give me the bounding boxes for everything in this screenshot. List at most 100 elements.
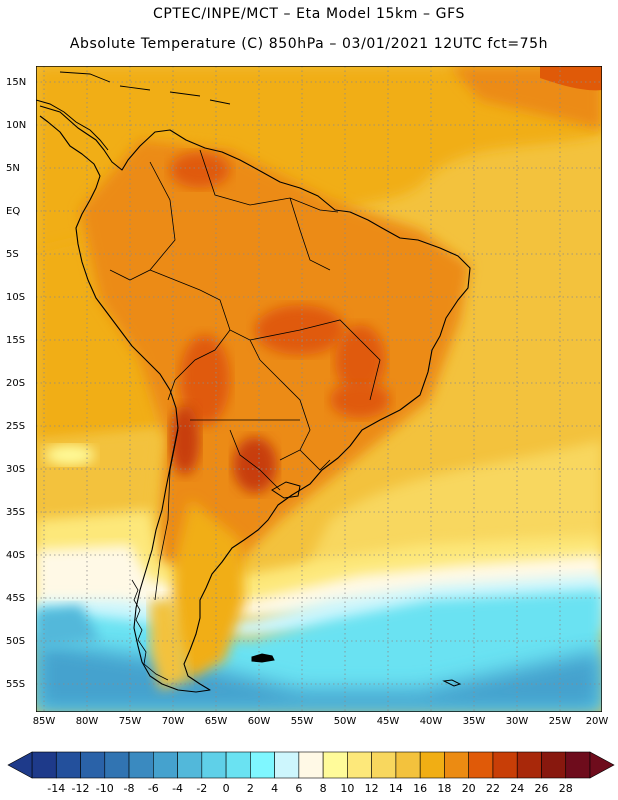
country-borders (109, 149, 381, 601)
colorbar-swatch (541, 751, 567, 779)
colorbar-label: 24 (510, 782, 525, 795)
colorbar-label: 18 (437, 782, 452, 795)
colorbar-label: 20 (461, 782, 476, 795)
colorbar-swatch (153, 751, 178, 779)
lon-label: 50W (333, 716, 357, 727)
colorbar-swatch (395, 751, 421, 779)
lon-label: 70W (161, 716, 185, 727)
lon-label: 20W (585, 716, 609, 727)
lat-label: 40S (6, 550, 26, 561)
colorbar-label: -8 (123, 782, 135, 795)
colorbar-swatch (104, 751, 130, 779)
colorbar-label: 0 (222, 782, 230, 795)
lon-label: 80W (75, 716, 99, 727)
colorbar (7, 751, 615, 779)
colorbar-max-arrow (589, 751, 615, 779)
chilean-fjords (131, 579, 169, 681)
colorbar-label: -4 (172, 782, 184, 795)
lon-label: 85W (32, 716, 56, 727)
colorbar-label: -12 (71, 782, 90, 795)
central-america-coastline (36, 99, 109, 151)
colorbar-swatch (225, 751, 251, 779)
colorbar-label: 16 (413, 782, 428, 795)
lat-label: 15S (6, 335, 26, 346)
colorbar-swatch (468, 751, 494, 779)
colorbar-label: -14 (47, 782, 66, 795)
field-core-minas (335, 325, 385, 395)
colorbar-swatch (55, 751, 81, 779)
map-subtitle: Absolute Temperature (C) 850hPa – 03/01/… (69, 36, 549, 52)
field-core-southeast (330, 382, 390, 418)
lat-label: 35S (6, 507, 26, 518)
lat-label: 10N (6, 120, 27, 131)
colorbar-min-arrow (7, 751, 33, 779)
colorbar-swatch (80, 751, 106, 779)
colorbar-label: -2 (196, 782, 208, 795)
field-core-chaco (180, 335, 230, 425)
colorbar-swatch (347, 751, 372, 779)
colorbar-label: 10 (340, 782, 355, 795)
lat-label: 10S (6, 292, 26, 303)
colorbar-label: -6 (147, 782, 159, 795)
colorbar-swatch (274, 751, 300, 779)
lon-label: 45W (376, 716, 400, 727)
colorbar-swatch (492, 751, 518, 779)
colorbar-swatch (298, 751, 324, 779)
colorbar-label: 6 (295, 782, 303, 795)
field-corner-hot (540, 66, 602, 91)
colorbar-label: -10 (95, 782, 114, 795)
colorbar-swatch (444, 751, 469, 779)
lon-label: 65W (204, 716, 228, 727)
lon-label: 40W (419, 716, 443, 727)
field-south-blue (36, 640, 602, 712)
field-pacific-pale (45, 445, 95, 465)
map-title: CPTEC/INPE/MCT – Eta Model 15km – GFS (152, 6, 466, 22)
colorbar-swatch (516, 751, 542, 779)
lon-label: 35W (462, 716, 486, 727)
field-core-north (170, 152, 230, 188)
colorbar-label: 28 (558, 782, 573, 795)
lon-label: 75W (118, 716, 142, 727)
field-core-andes (170, 405, 200, 475)
lat-label: 5N (6, 163, 20, 174)
lon-label: 30W (505, 716, 529, 727)
lat-label: 5S (6, 249, 19, 260)
lat-label: 15N (6, 77, 27, 88)
lon-label: 25W (548, 716, 572, 727)
colorbar-swatch (419, 751, 445, 779)
colorbar-swatch (322, 751, 348, 779)
south-america-coastline (39, 105, 471, 693)
colorbar-swatch (565, 751, 591, 779)
lat-label: 25S (6, 421, 26, 432)
colorbar-swatch (128, 751, 154, 779)
colorbar-label: 8 (319, 782, 327, 795)
lon-label: 55W (290, 716, 314, 727)
lat-label: EQ (6, 206, 21, 217)
south-georgia (442, 679, 462, 687)
caribbean-islands (59, 71, 231, 105)
field-patagonia-warm (170, 500, 245, 680)
lat-label: 20S (6, 378, 26, 389)
colorbar-swatch (31, 751, 57, 779)
colorbar-swatch (177, 751, 203, 779)
field-continent-warm (80, 140, 470, 670)
colorbar-label: 26 (534, 782, 549, 795)
colorbar-swatch (250, 751, 275, 779)
colorbar-label: 2 (246, 782, 254, 795)
lat-label: 45S (6, 593, 26, 604)
colorbar-label: 14 (388, 782, 403, 795)
field-south-chile (150, 600, 190, 690)
field-core-pampas (233, 437, 277, 493)
colorbar-label: 4 (271, 782, 279, 795)
field-pacific-cool (36, 430, 160, 525)
colorbar-label: 12 (364, 782, 379, 795)
lat-label: 55S (6, 679, 26, 690)
lat-label: 50S (6, 636, 26, 647)
falkland-islands (251, 653, 275, 663)
field-west-drake (36, 605, 100, 650)
lon-label: 60W (247, 716, 271, 727)
colorbar-label: 22 (485, 782, 500, 795)
colorbar-swatch (201, 751, 227, 779)
colorbar-swatch (371, 751, 397, 779)
